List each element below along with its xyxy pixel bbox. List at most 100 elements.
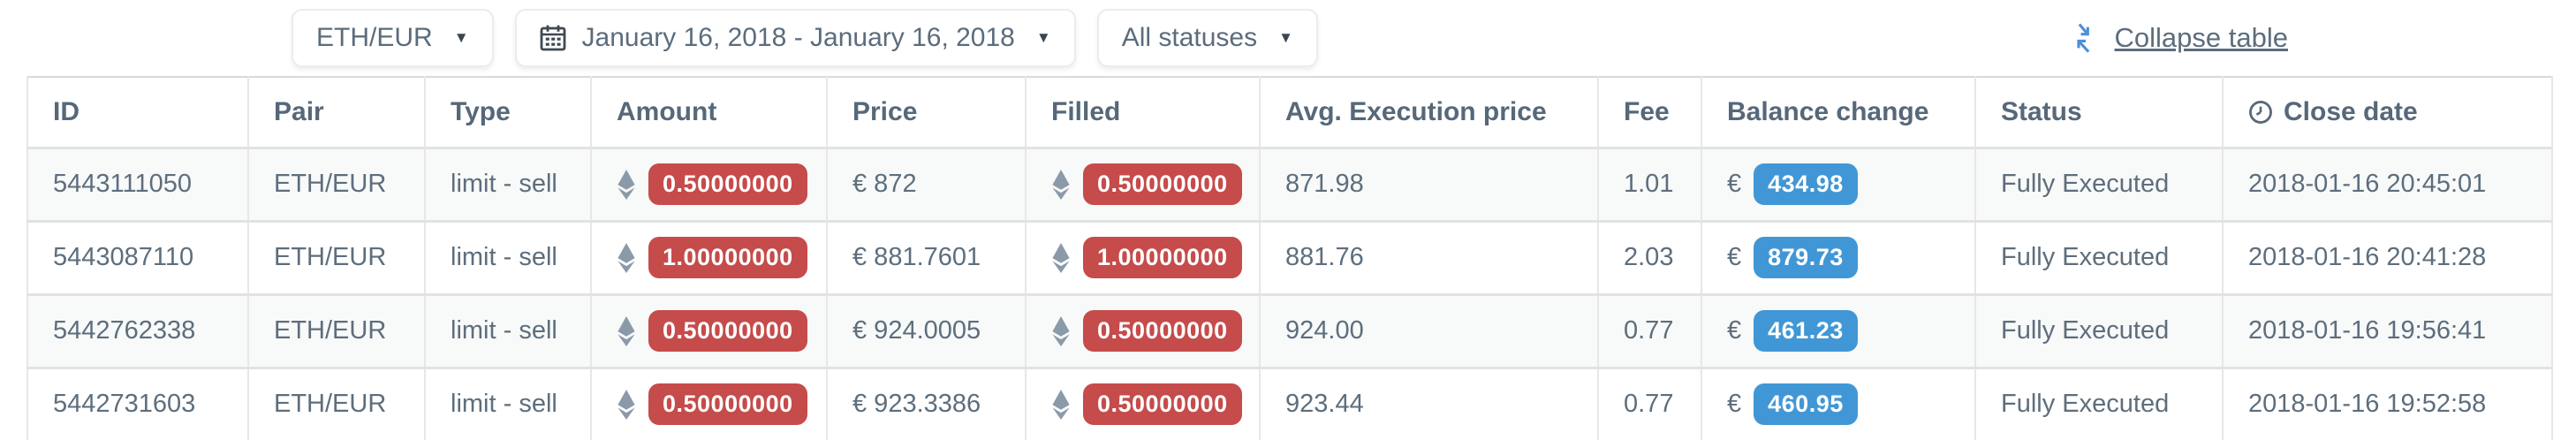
cell-id: 5443087110 xyxy=(27,219,249,295)
cell-avg-execution-price: 924.00 xyxy=(1259,292,1599,368)
eth-icon xyxy=(617,242,636,273)
amount-badge: 1.00000000 xyxy=(648,237,807,278)
cell-type: limit - sell xyxy=(424,292,592,368)
col-header-price: Price xyxy=(826,77,1027,148)
balance-change-badge: 461.23 xyxy=(1754,310,1858,352)
filled-badge: 0.50000000 xyxy=(1083,310,1242,352)
table-row: 5443111050 ETH/EUR limit - sell 0.500000… xyxy=(27,146,2553,222)
cell-close-date: 2018-01-16 19:56:41 xyxy=(2222,292,2553,368)
table-row: 5442762338 ETH/EUR limit - sell 0.500000… xyxy=(27,292,2553,368)
collapse-table-link[interactable]: Collapse table xyxy=(2067,21,2288,55)
cell-filled: 0.50000000 xyxy=(1025,292,1261,368)
cell-amount: 1.00000000 xyxy=(590,219,828,295)
cell-fee: 2.03 xyxy=(1597,219,1702,295)
cell-fee: 0.77 xyxy=(1597,366,1702,440)
cell-type: limit - sell xyxy=(424,219,592,295)
cell-close-date: 2018-01-16 19:52:58 xyxy=(2222,366,2553,440)
cell-type: limit - sell xyxy=(424,366,592,440)
col-header-amount: Amount xyxy=(590,77,828,148)
cell-amount: 0.50000000 xyxy=(590,366,828,440)
chevron-down-icon: ▼ xyxy=(453,29,469,46)
col-header-type: Type xyxy=(424,77,592,148)
currency-symbol: € xyxy=(1727,243,1742,271)
amount-badge: 0.50000000 xyxy=(648,163,807,205)
cell-pair: ETH/EUR xyxy=(247,292,426,368)
orders-table: ID Pair Type Amount Price Filled Avg. Ex… xyxy=(27,76,2553,440)
col-header-avg-execution-price: Avg. Execution price xyxy=(1259,77,1599,148)
cell-status: Fully Executed xyxy=(1974,219,2224,295)
eth-icon xyxy=(617,169,636,200)
cell-status: Fully Executed xyxy=(1974,146,2224,222)
calendar-icon xyxy=(540,24,566,52)
col-header-status: Status xyxy=(1974,77,2224,148)
status-filter-label: All statuses xyxy=(1121,23,1258,52)
balance-change-badge: 460.95 xyxy=(1754,383,1858,426)
cell-filled: 1.00000000 xyxy=(1025,219,1261,295)
cell-amount: 0.50000000 xyxy=(590,292,828,368)
table-body: 5443111050 ETH/EUR limit - sell 0.500000… xyxy=(27,146,2553,440)
toolbar: ETH/EUR ▼ January 16, 2018 - January 16,… xyxy=(0,0,2576,76)
cell-avg-execution-price: 871.98 xyxy=(1259,146,1599,222)
cell-id: 5442762338 xyxy=(27,292,249,368)
cell-close-date: 2018-01-16 20:45:01 xyxy=(2222,146,2553,222)
eth-icon xyxy=(1051,315,1071,346)
cell-pair: ETH/EUR xyxy=(247,146,426,222)
cell-balance-change: € 460.95 xyxy=(1701,366,1976,440)
cell-price: € 923.3386 xyxy=(826,366,1027,440)
currency-symbol: € xyxy=(1727,316,1742,345)
cell-id: 5443111050 xyxy=(27,146,249,222)
filled-badge: 0.50000000 xyxy=(1083,163,1242,205)
chevron-down-icon: ▼ xyxy=(1278,29,1293,46)
cell-avg-execution-price: 881.76 xyxy=(1259,219,1599,295)
cell-balance-change: € 461.23 xyxy=(1701,292,1976,368)
cell-pair: ETH/EUR xyxy=(247,219,426,295)
eth-icon xyxy=(617,315,636,346)
cell-filled: 0.50000000 xyxy=(1025,366,1261,440)
filled-badge: 1.00000000 xyxy=(1083,237,1242,278)
clock-icon xyxy=(2248,100,2273,125)
cell-status: Fully Executed xyxy=(1974,292,2224,368)
eth-icon xyxy=(617,389,636,420)
amount-badge: 0.50000000 xyxy=(648,310,807,352)
status-filter[interactable]: All statuses ▼ xyxy=(1096,9,1318,67)
chevron-down-icon: ▼ xyxy=(1035,29,1051,46)
cell-fee: 0.77 xyxy=(1597,292,1702,368)
cell-balance-change: € 434.98 xyxy=(1701,146,1976,222)
col-header-close-date-label: Close date xyxy=(2284,96,2418,126)
date-range-picker[interactable]: January 16, 2018 - January 16, 2018 ▼ xyxy=(514,9,1076,67)
filled-badge: 0.50000000 xyxy=(1083,383,1242,426)
table-row: 5443087110 ETH/EUR limit - sell 1.000000… xyxy=(27,219,2553,295)
col-header-filled: Filled xyxy=(1025,77,1261,148)
col-header-id: ID xyxy=(27,77,249,148)
cell-type: limit - sell xyxy=(424,146,592,222)
cell-fee: 1.01 xyxy=(1597,146,1702,222)
cell-price: € 924.0005 xyxy=(826,292,1027,368)
col-header-pair: Pair xyxy=(247,77,426,148)
cell-amount: 0.50000000 xyxy=(590,146,828,222)
cell-price: € 881.7601 xyxy=(826,219,1027,295)
date-range-label: January 16, 2018 - January 16, 2018 xyxy=(581,23,1015,52)
amount-badge: 0.50000000 xyxy=(648,383,807,426)
currency-symbol: € xyxy=(1727,390,1742,419)
balance-change-badge: 879.73 xyxy=(1754,237,1858,278)
cell-avg-execution-price: 923.44 xyxy=(1259,366,1599,440)
cell-price: € 872 xyxy=(826,146,1027,222)
cell-pair: ETH/EUR xyxy=(247,366,426,440)
cell-status: Fully Executed xyxy=(1974,366,2224,440)
cell-filled: 0.50000000 xyxy=(1025,146,1261,222)
pair-selector[interactable]: ETH/EUR ▼ xyxy=(292,9,494,67)
eth-icon xyxy=(1051,169,1071,200)
cell-balance-change: € 879.73 xyxy=(1701,219,1976,295)
collapse-link-label: Collapse table xyxy=(2114,22,2288,53)
collapse-icon xyxy=(2067,21,2101,55)
col-header-balance-change: Balance change xyxy=(1701,77,1976,148)
eth-icon xyxy=(1051,242,1071,273)
cell-close-date: 2018-01-16 20:41:28 xyxy=(2222,219,2553,295)
table-header-row: ID Pair Type Amount Price Filled Avg. Ex… xyxy=(27,77,2553,148)
currency-symbol: € xyxy=(1727,170,1742,198)
pair-selector-label: ETH/EUR xyxy=(316,23,433,52)
col-header-fee: Fee xyxy=(1597,77,1702,148)
eth-icon xyxy=(1051,389,1071,420)
table-row: 5442731603 ETH/EUR limit - sell 0.500000… xyxy=(27,366,2553,440)
col-header-close-date: Close date xyxy=(2222,77,2553,148)
